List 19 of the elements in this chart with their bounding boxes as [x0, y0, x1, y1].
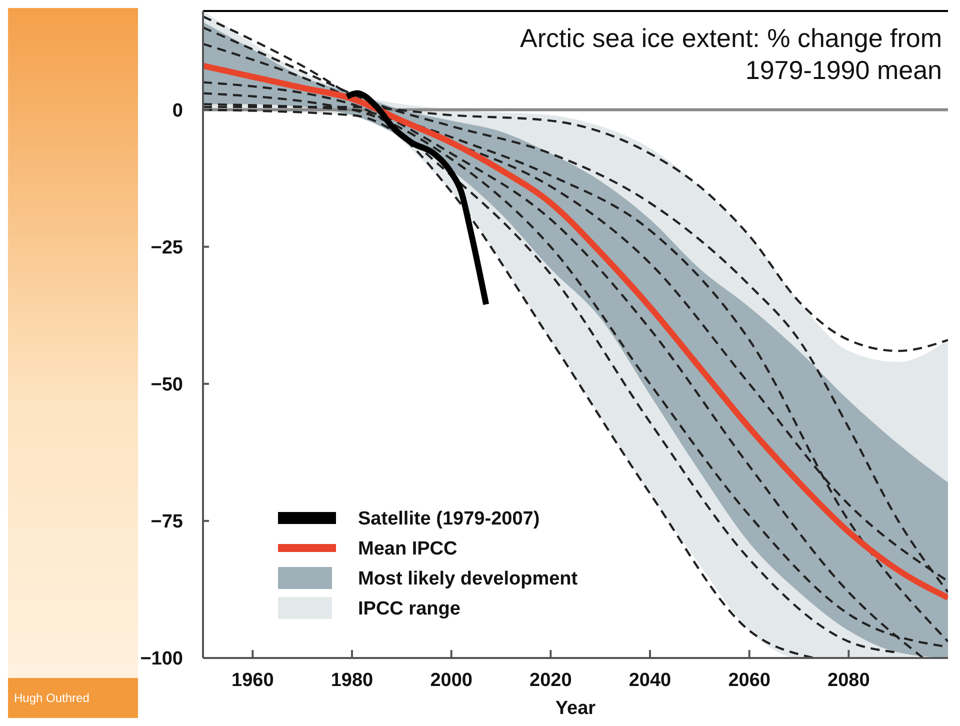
y-tick-label: −50 — [150, 374, 183, 396]
y-tick-label: −100 — [140, 648, 183, 670]
x-tick-label: 2060 — [728, 670, 770, 691]
legend-label: Satellite (1979-2007) — [358, 508, 540, 530]
x-tick-label: 2020 — [530, 670, 572, 691]
x-tick-label: 1980 — [330, 670, 374, 691]
x-tick-label: 2000 — [430, 670, 472, 691]
text: Arctic sea ice extent: % change from 1979-1990 mean — [520, 23, 942, 85]
legend-label: IPCC range — [358, 598, 460, 620]
x-tick-label: 2080 — [828, 670, 870, 691]
y-tick-label: −25 — [150, 237, 184, 258]
legend-label: Mean IPCC — [358, 538, 458, 560]
text: Hugh Outhred — [14, 691, 90, 705]
legend-label: Most likely development — [358, 568, 578, 590]
x-axis-title: Year — [555, 698, 596, 719]
x-tick-label: 2040 — [628, 670, 672, 691]
y-tick-label: 0 — [172, 100, 183, 122]
y-tick-label: −75 — [150, 512, 184, 533]
x-tick-label: 1960 — [232, 670, 274, 691]
